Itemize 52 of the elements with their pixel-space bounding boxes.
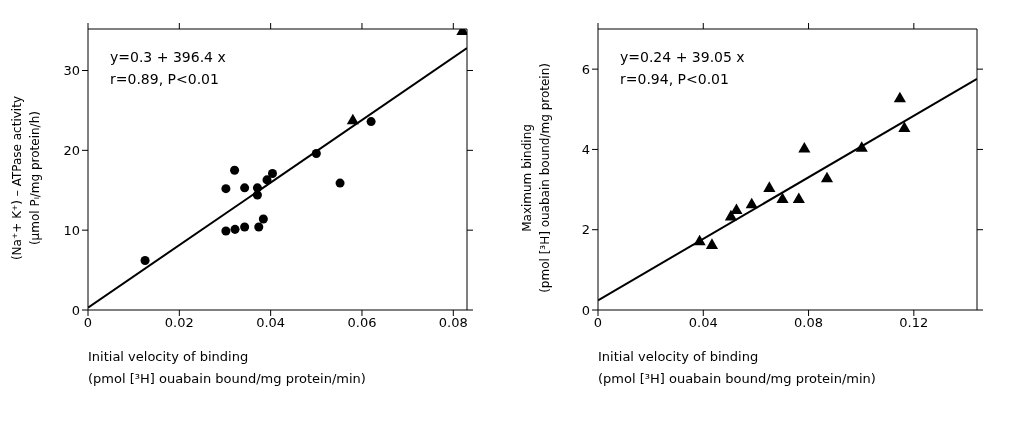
y-axis-title: (Na⁺+ K⁺) – ATPase activity (µmol Pᵢ/mg protein/h) xyxy=(9,95,43,261)
point xyxy=(221,226,231,236)
point xyxy=(221,184,231,194)
point xyxy=(230,165,240,175)
point xyxy=(258,214,268,224)
point xyxy=(745,197,758,209)
point xyxy=(230,224,240,234)
point xyxy=(776,192,789,204)
y-tick-label: 2 xyxy=(581,222,590,238)
point xyxy=(798,142,811,153)
point xyxy=(693,234,706,246)
x-tick-label: 0 xyxy=(593,315,603,331)
y-tick-label: 0 xyxy=(581,302,590,318)
y-tick-label: 30 xyxy=(63,63,80,79)
point xyxy=(267,168,277,178)
x-tick-label: 0.08 xyxy=(438,315,468,331)
annotation: y=0.3 + 396.4 x xyxy=(110,48,226,67)
point xyxy=(262,175,272,185)
point xyxy=(898,121,911,133)
point xyxy=(792,192,805,204)
point xyxy=(820,171,834,183)
x-tick-label: 0 xyxy=(83,315,93,331)
x-tick-label: 0.04 xyxy=(688,315,718,331)
point xyxy=(254,222,264,232)
x-tick-label: 0.04 xyxy=(256,315,286,331)
x-axis-title: Initial velocity of binding (pmol [³H] ouabain bound/mg protein/min) xyxy=(88,348,367,388)
annotation: r=0.94, P<0.01 xyxy=(620,70,730,89)
x-tick-label: 0.02 xyxy=(164,315,194,331)
x-tick-label: 0.12 xyxy=(899,315,929,331)
y-tick-label: 10 xyxy=(63,222,80,238)
x-tick-label: 0.08 xyxy=(794,315,824,331)
point xyxy=(240,183,250,193)
x-tick-label: 0.06 xyxy=(347,315,377,331)
point xyxy=(311,149,321,159)
point xyxy=(893,91,906,103)
annotation: y=0.24 + 39.05 x xyxy=(620,48,745,67)
x-axis-title: Initial velocity of binding (pmol [³H] ouabain bound/mg protein/min) xyxy=(598,348,877,388)
point xyxy=(705,238,719,249)
point xyxy=(855,141,868,152)
point xyxy=(240,222,250,232)
y-tick-label: 0 xyxy=(71,302,80,318)
point xyxy=(252,190,262,200)
annotation: r=0.89, P<0.01 xyxy=(110,70,220,89)
y-tick-label: 4 xyxy=(581,142,590,158)
point xyxy=(730,203,743,214)
point xyxy=(366,117,376,127)
y-axis-title: Maximum binding (pmol [³H] ouabain bound/mg protein) xyxy=(519,63,553,293)
point xyxy=(335,178,345,188)
y-tick-label: 6 xyxy=(581,61,590,77)
y-tick-label: 20 xyxy=(63,142,80,158)
point xyxy=(763,181,776,192)
point xyxy=(140,256,150,266)
